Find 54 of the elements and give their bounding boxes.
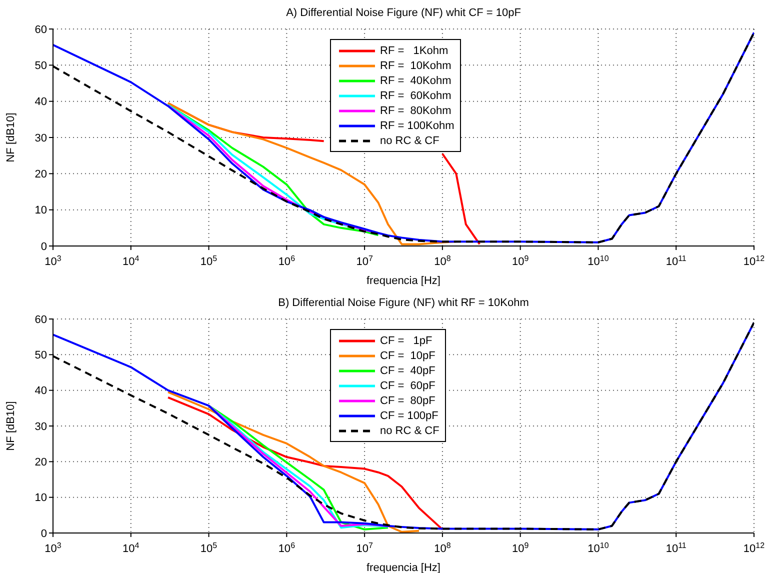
y-tick-label: 10 (34, 492, 47, 504)
y-tick-label: 40 (34, 385, 47, 398)
legend-label: CF = 60pF (380, 380, 436, 392)
x-tick-label: 10$^{4}$ (122, 540, 140, 555)
y-tick-label: 50 (34, 350, 47, 362)
y-tick-label: 20 (34, 168, 47, 181)
chart-title: B) Differential Noise Figure (NF) whit RF = 10Kohm (277, 297, 530, 309)
y-axis-title: NF [dB10] (4, 401, 17, 451)
chart-title: A) Differential Noise Figure (NF) whit CF = 10pF (285, 7, 522, 19)
x-tick-label: 10$^{12}$ (743, 540, 766, 555)
x-tick-label: 10$^{8}$ (434, 540, 452, 555)
legend-label: RF = 40Kohm (380, 74, 452, 86)
x-tick-label: 10$^{4}$ (122, 254, 140, 268)
x-tick-label: 10$^{5}$ (200, 254, 218, 268)
legend-label: RF = 100Kohm (380, 120, 454, 132)
y-tick-label: 60 (34, 24, 47, 36)
y-tick-label: 0 (40, 240, 47, 253)
x-tick-label: 10$^{6}$ (278, 254, 296, 268)
x-tick-label: 10$^{10}$ (588, 540, 610, 555)
x-axis-title: frequencia [Hz] (366, 275, 440, 287)
y-tick-label: 50 (34, 60, 47, 72)
legend-label: CF = 80pF (380, 394, 436, 406)
x-axis-title: frequencia [Hz] (366, 562, 440, 573)
x-tick-label: 10$^{11}$ (666, 254, 687, 268)
x-tick-label: 10$^{8}$ (434, 254, 452, 268)
y-tick-label: 20 (34, 456, 47, 469)
x-tick-label: 10$^{3}$ (44, 540, 62, 555)
legend-label: no RC & CF (380, 134, 440, 146)
legend-label: CF = 100pF (380, 410, 438, 422)
x-tick-label: 10$^{6}$ (278, 540, 296, 555)
legend-label: RF = 80Kohm (380, 104, 452, 116)
y-tick-label: 40 (34, 96, 47, 108)
x-tick-label: 10$^{7}$ (356, 254, 374, 268)
y-tick-label: 30 (34, 420, 47, 433)
y-tick-label: 0 (40, 528, 47, 540)
y-tick-label: 10 (34, 204, 47, 217)
y-tick-label: 30 (34, 132, 47, 144)
x-tick-label: 10$^{3}$ (44, 254, 62, 268)
y-tick-label: 60 (34, 314, 47, 326)
x-tick-label: 10$^{10}$ (588, 254, 610, 268)
legend-label: CF = 10pF (380, 350, 436, 362)
legend-label: CF = 40pF (380, 364, 436, 376)
x-tick-label: 10$^{11}$ (666, 540, 687, 555)
legend-label: RF = 60Kohm (380, 90, 452, 102)
x-tick-label: 10$^{7}$ (356, 540, 374, 555)
x-tick-label: 10$^{5}$ (200, 540, 218, 555)
y-axis-title: NF [dB10] (4, 112, 17, 162)
legend-label: no RC & CF (380, 424, 440, 436)
x-tick-label: 10$^{9}$ (512, 540, 530, 555)
x-tick-label: 10$^{12}$ (743, 254, 766, 268)
x-tick-label: 10$^{9}$ (512, 254, 530, 268)
legend-label: RF = 10Kohm (380, 60, 452, 72)
legend-label: CF = 1pF (380, 334, 432, 346)
legend-label: RF = 1Kohm (380, 44, 448, 56)
